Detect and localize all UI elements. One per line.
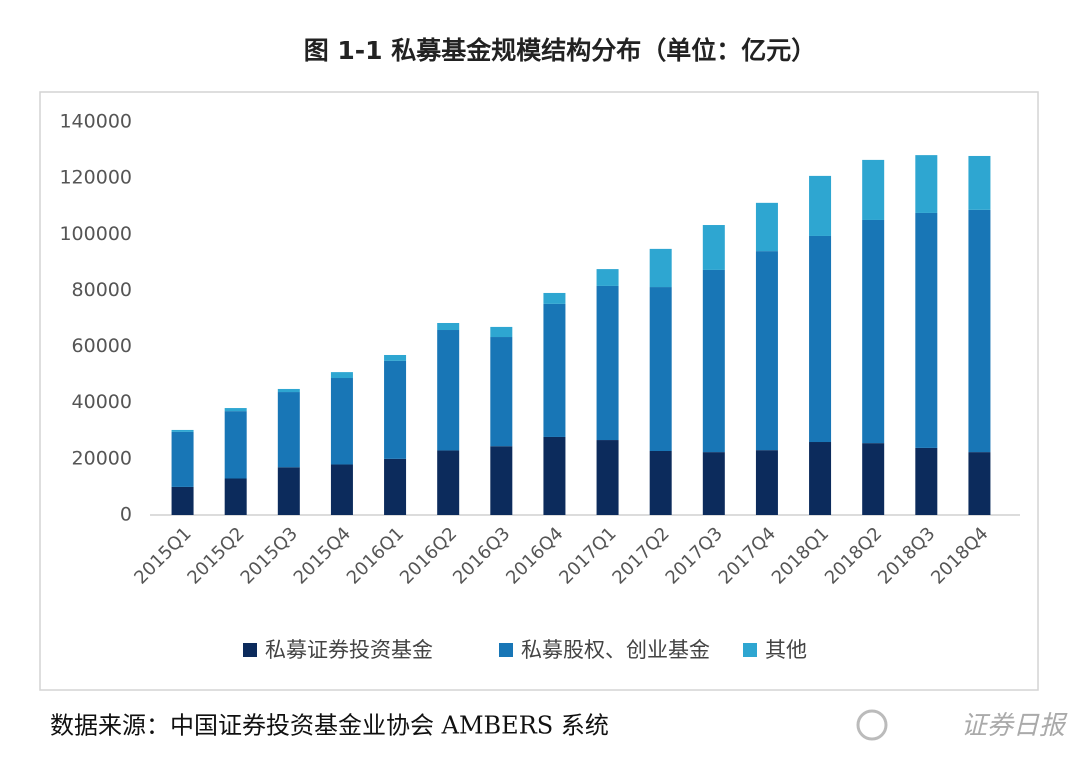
legend-label: 私募股权、创业基金: [521, 638, 710, 662]
y-tick-label: 0: [120, 504, 132, 526]
bar-segment: [755, 202, 778, 252]
bar-segment: [915, 212, 938, 448]
bar-segment: [596, 285, 619, 441]
bar-segment: [915, 447, 938, 515]
bar-segment: [277, 388, 300, 393]
bar-segment: [862, 443, 885, 515]
watermark-logo: 证券日报: [961, 711, 1068, 741]
x-tick-label: 2015Q1: [130, 523, 195, 588]
y-tick-label: 100000: [59, 223, 132, 245]
legend-label: 私募证券投资基金: [265, 638, 433, 662]
bar-segment: [224, 478, 247, 515]
x-tick-label: 2016Q4: [502, 523, 567, 588]
chart-title: 图 1-1 私募基金规模结构分布（单位：亿元）: [304, 36, 817, 65]
legend-swatch: [243, 643, 257, 657]
x-tick-label: 2017Q1: [555, 523, 620, 588]
y-tick-label: 20000: [72, 447, 132, 469]
bar-segment: [384, 360, 407, 459]
bar-segment: [862, 219, 885, 444]
bar-segment: [649, 450, 672, 515]
bar-segment: [809, 175, 832, 236]
y-tick-label: 60000: [72, 335, 132, 357]
bar-segment: [755, 251, 778, 451]
bar-segment: [277, 467, 300, 515]
bar-segment: [277, 392, 300, 468]
x-tick-label: 2018Q3: [874, 523, 939, 588]
x-tick-label: 2017Q2: [608, 523, 673, 588]
bar-segment: [171, 431, 194, 487]
bar-segment: [224, 408, 247, 412]
bar-segment: [702, 225, 725, 270]
bar-segment: [968, 155, 991, 210]
y-tick-label: 40000: [72, 391, 132, 413]
y-tick-label: 140000: [59, 111, 132, 133]
x-tick-label: 2016Q2: [396, 523, 461, 588]
bar-segment: [596, 440, 619, 515]
x-tick-label: 2015Q3: [237, 523, 302, 588]
y-tick-label: 120000: [59, 167, 132, 189]
bar-segment: [224, 411, 247, 479]
bar-segment: [330, 372, 353, 379]
x-tick-label: 2018Q2: [821, 523, 886, 588]
bar-segment: [490, 326, 513, 338]
x-tick-label: 2015Q4: [290, 523, 355, 588]
bar-segment: [702, 452, 725, 515]
bar-segment: [330, 378, 353, 465]
bar-segment: [755, 450, 778, 515]
source-note: 数据来源：中国证券投资基金业协会 AMBERS 系统: [50, 712, 609, 740]
bar-segment: [649, 248, 672, 288]
x-tick-label: 2017Q4: [715, 523, 780, 588]
bar-segment: [809, 235, 832, 443]
bar-segment: [702, 269, 725, 453]
bar-segment: [490, 337, 513, 447]
bar-segment: [543, 292, 566, 304]
x-tick-label: 2016Q1: [343, 523, 408, 588]
x-tick-label: 2018Q1: [768, 523, 833, 588]
bar-segment: [437, 330, 460, 451]
legend-swatch: [743, 643, 757, 657]
bar-segment: [809, 442, 832, 515]
x-tick-label: 2015Q2: [183, 523, 248, 588]
bar-segment: [384, 354, 407, 361]
bar-segment: [649, 287, 672, 451]
bar-segment: [862, 159, 885, 220]
bar-segment: [171, 429, 194, 432]
bar-segment: [437, 322, 460, 331]
x-tick-label: 2016Q3: [449, 523, 514, 588]
bar-segment: [968, 452, 991, 515]
x-tick-label: 2018Q4: [927, 523, 992, 588]
legend-label: 其他: [765, 638, 807, 662]
bar-segment: [490, 446, 513, 515]
bar-segment: [330, 464, 353, 515]
x-tick-label: 2017Q3: [662, 523, 727, 588]
bar-segment: [543, 303, 566, 437]
y-tick-label: 80000: [72, 279, 132, 301]
bar-segment: [384, 458, 407, 515]
bar-segment: [171, 486, 194, 515]
logo-icon: [856, 709, 888, 741]
bar-segment: [437, 450, 460, 515]
bar-segment: [596, 269, 619, 286]
legend-swatch: [499, 643, 513, 657]
bar-segment: [543, 436, 566, 515]
bar-segment: [915, 155, 938, 213]
chart-frame: [39, 91, 1039, 691]
bar-segment: [968, 209, 991, 453]
